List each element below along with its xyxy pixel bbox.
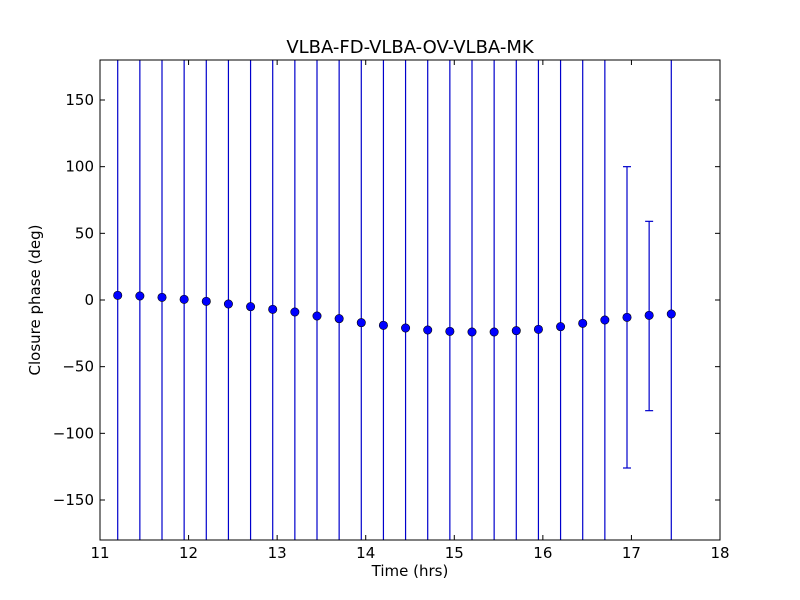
y-tick-label: 100 (65, 158, 94, 176)
data-point (290, 307, 300, 317)
data-point (423, 325, 433, 335)
data-point (511, 326, 521, 336)
x-tick-label: 11 (90, 544, 109, 562)
x-tick-label: 13 (268, 544, 287, 562)
y-tick-label: −150 (53, 491, 94, 509)
data-point (246, 302, 256, 312)
data-point (644, 310, 654, 320)
data-point (556, 322, 566, 332)
x-tick-label: 17 (622, 544, 641, 562)
data-point (578, 318, 588, 328)
data-point (401, 323, 411, 333)
y-axis-title: Closure phase (deg) (26, 225, 44, 376)
data-point (489, 327, 499, 337)
data-point (135, 291, 145, 301)
data-point (223, 299, 233, 309)
data-point (334, 314, 344, 324)
data-point (600, 315, 610, 325)
y-tick-label: 50 (75, 224, 94, 242)
data-point (445, 326, 455, 336)
x-tick-label: 12 (179, 544, 198, 562)
y-tick-label: −100 (53, 424, 94, 442)
x-tick-label: 15 (445, 544, 464, 562)
data-point-layer (113, 290, 676, 337)
x-axis-title: Time (hrs) (371, 562, 449, 580)
x-tick-label: 14 (356, 544, 375, 562)
data-point (268, 304, 278, 314)
y-tick-label: −50 (62, 358, 94, 376)
data-point (467, 327, 477, 337)
data-point (356, 318, 366, 328)
data-point (312, 311, 322, 321)
x-tick-label: 16 (533, 544, 552, 562)
y-tick-label: 150 (65, 91, 94, 109)
y-tick-label: 0 (84, 291, 94, 309)
tick-layer: 11 12 13 14 15 16 17 18 150 100 50 0 −50 −100 −150 (53, 60, 730, 562)
data-point (378, 320, 388, 330)
data-point (201, 296, 211, 306)
x-tick-label: 18 (710, 544, 729, 562)
chart-title: VLBA-FD-VLBA-OV-VLBA-MK (286, 37, 535, 58)
errorbar-layer (117, 60, 672, 540)
data-point (179, 294, 189, 304)
data-point (113, 290, 123, 300)
plot-frame (99, 59, 721, 541)
data-point (666, 309, 676, 319)
data-point (533, 324, 543, 334)
data-point (622, 312, 632, 322)
data-point (157, 292, 167, 302)
